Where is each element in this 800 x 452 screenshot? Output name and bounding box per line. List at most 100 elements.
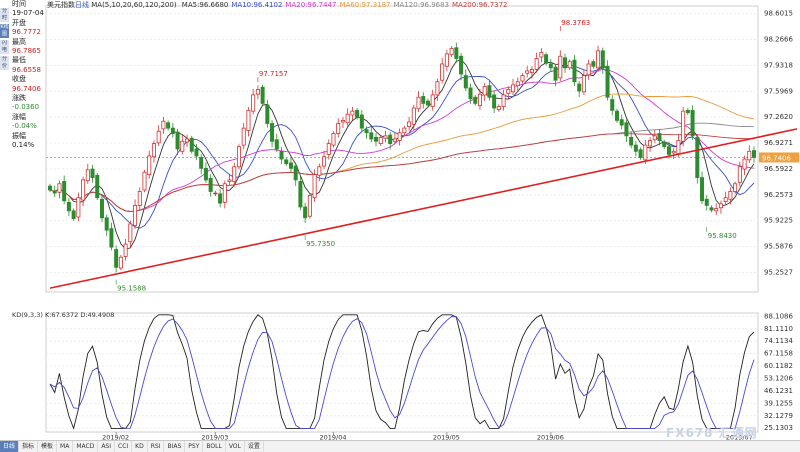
candle — [137, 187, 142, 211]
candle-body — [166, 122, 171, 129]
side-tab-2[interactable]: 闪电图 — [0, 40, 9, 54]
candle-body — [421, 96, 426, 104]
candle-body — [553, 66, 558, 81]
candle-body — [690, 109, 695, 137]
ohlc-value-1: 96.7772 — [12, 28, 41, 37]
candle — [718, 200, 723, 214]
toolbar-button-8[interactable]: RSI — [148, 441, 165, 452]
candle-body — [114, 249, 119, 268]
candle — [440, 57, 445, 84]
candle — [567, 59, 572, 71]
candle — [728, 187, 733, 205]
candle-body — [293, 165, 298, 181]
candle-body — [525, 70, 530, 74]
candle — [463, 69, 468, 92]
toolbar-button-7[interactable]: KD — [132, 441, 148, 452]
price-tick-label: 98.6015 — [764, 10, 793, 18]
candle — [435, 78, 440, 101]
candle-body — [52, 190, 57, 194]
candle-body — [477, 93, 482, 107]
candle — [274, 133, 279, 153]
candle — [378, 135, 383, 146]
toolbar-button-12[interactable]: VOL — [226, 441, 245, 452]
candle — [563, 53, 568, 73]
candle — [236, 144, 241, 170]
candle — [161, 116, 166, 135]
toolbar-button-5[interactable]: ASI — [98, 441, 116, 452]
chart-title: 美元指数 — [47, 1, 75, 9]
kd-tick-label: 53.1206 — [764, 375, 793, 383]
candle-body — [662, 141, 667, 148]
candle-body — [180, 140, 185, 152]
candle-body — [345, 113, 350, 124]
trend-line[interactable] — [49, 128, 798, 289]
moving-average-lines — [49, 59, 755, 250]
candle — [104, 214, 109, 237]
side-tab-3[interactable]: 分价表 — [0, 56, 9, 70]
candle-body — [359, 114, 364, 129]
candle-body — [563, 57, 568, 69]
fx678-logo: FX678 汇通网 — [666, 426, 758, 440]
toolbar-button-10[interactable]: PSY — [185, 441, 204, 452]
candle-body — [260, 86, 265, 104]
toolbar-button-9[interactable]: BIAS — [164, 441, 186, 452]
toolbar-button-1[interactable]: 指标 — [19, 441, 39, 452]
candle-body — [454, 47, 459, 59]
kd-tick-label: 60.1182 — [764, 362, 793, 370]
candle-body — [501, 94, 506, 107]
candle — [747, 145, 752, 164]
candle-body — [317, 166, 322, 176]
kd-d-line — [49, 316, 755, 429]
price-tick-label: 98.2666 — [764, 36, 793, 44]
candle-body — [728, 191, 733, 200]
candle-body — [194, 148, 199, 157]
candle-body — [581, 75, 586, 93]
candle-body — [737, 166, 742, 183]
candle-body — [700, 177, 705, 202]
candle — [657, 129, 662, 146]
annotation-label: 95.1588 — [117, 285, 146, 293]
candle-body — [388, 134, 393, 144]
view-side-tabs[interactable]: 分时图 K线图闪电图分价表 — [0, 8, 9, 72]
candle-body — [99, 198, 104, 219]
candle — [265, 99, 270, 128]
kd-tick-label: 25.1303 — [764, 424, 793, 432]
candle — [624, 119, 629, 142]
candle-body — [213, 192, 218, 195]
candle — [511, 78, 516, 96]
current-price-tag — [759, 152, 799, 163]
toolbar-button-2[interactable]: 模板 — [38, 441, 58, 452]
candle-body — [369, 132, 374, 140]
candle-body — [671, 150, 676, 154]
side-tab-1[interactable]: K线图 — [0, 24, 9, 38]
candle — [293, 162, 298, 186]
toolbar-button-11[interactable]: BOLL — [203, 441, 226, 452]
candle-body — [175, 131, 180, 150]
toolbar-button-3[interactable]: MA — [57, 441, 74, 452]
candle-body — [151, 143, 156, 158]
candle-body — [685, 109, 690, 114]
candle-body — [515, 81, 520, 87]
candle-body — [218, 193, 223, 204]
price-frame — [45, 5, 759, 293]
ohlc-value-0: 19-07-04 — [12, 9, 44, 18]
toolbar-button-0[interactable]: 日线 — [0, 441, 20, 452]
side-tab-0[interactable]: 分时图 — [0, 8, 9, 22]
candle-body — [714, 208, 719, 212]
candle-body — [416, 96, 421, 110]
candle-body — [322, 156, 327, 167]
candle-body — [378, 137, 383, 144]
candle-body — [638, 149, 643, 158]
candle — [709, 205, 714, 213]
candle — [752, 146, 757, 163]
candle-body — [572, 59, 577, 83]
candle-body — [279, 150, 284, 160]
candlestick-series[interactable] — [48, 42, 757, 273]
toolbar-button-13[interactable]: 设置 — [245, 441, 264, 452]
candle — [539, 48, 544, 63]
candle-body — [567, 61, 572, 69]
toolbar-button-6[interactable]: CCI — [115, 441, 133, 452]
toolbar-button-4[interactable]: MACD — [73, 441, 99, 452]
candle-body — [652, 135, 657, 141]
indicator-toolbar[interactable]: 日线 指标 模板 MA MACD ASI CCI KD RSI BIAS PSY BOLL VOL 设置 — [0, 440, 800, 452]
